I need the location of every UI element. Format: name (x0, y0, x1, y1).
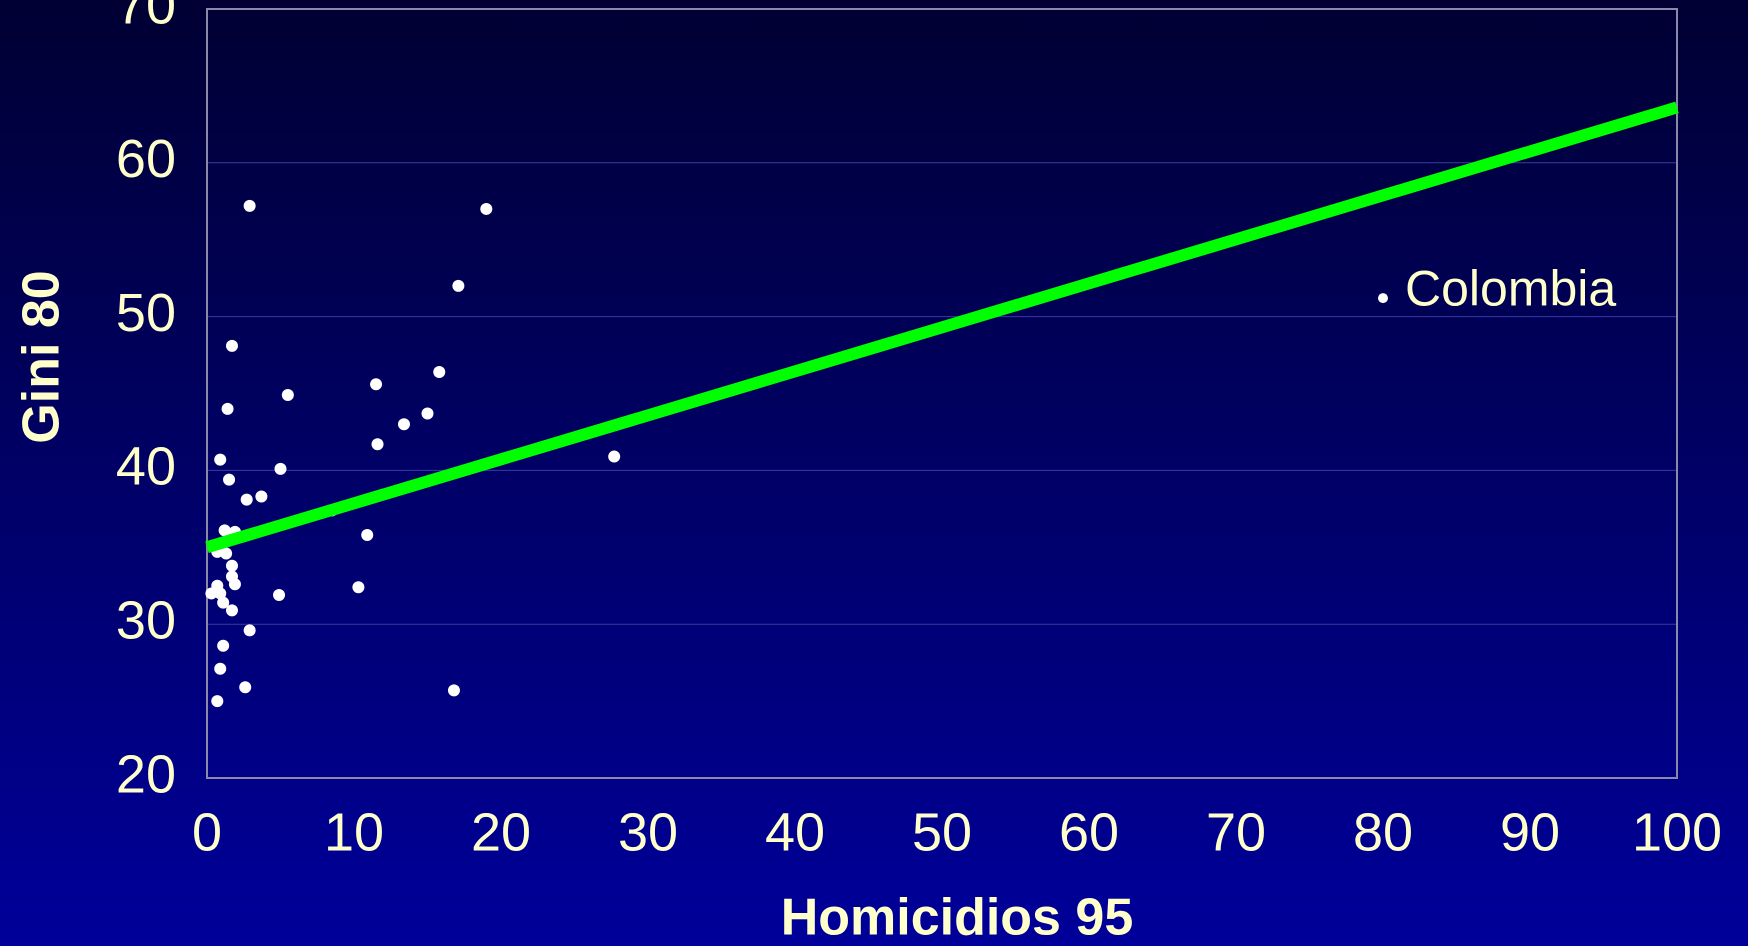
point (452, 279, 465, 292)
point (608, 450, 621, 463)
point (211, 695, 224, 708)
point (239, 681, 252, 694)
point (447, 684, 460, 697)
plot-frame (206, 8, 1678, 779)
point (352, 581, 365, 594)
point (228, 578, 241, 591)
point (243, 199, 256, 212)
point (217, 596, 230, 609)
point (243, 624, 256, 637)
x-tick-label: 60 (1059, 802, 1119, 862)
x-tick-label: 100 (1632, 802, 1722, 862)
trend-line (205, 101, 1679, 554)
point (370, 378, 383, 391)
point (273, 588, 286, 601)
point (221, 402, 234, 415)
annotation: Colombia (1405, 260, 1616, 316)
x-tick-label: 80 (1353, 802, 1413, 862)
y-axis-title: Gini 80 (13, 270, 71, 443)
point (480, 202, 493, 215)
point (225, 559, 238, 572)
x-tick-label: 90 (1500, 802, 1560, 862)
x-tick-label: 0 (192, 802, 222, 862)
y-tick-label: 50 (116, 283, 176, 343)
point (361, 528, 374, 541)
y-tick-label: 40 (116, 437, 176, 497)
point (217, 639, 230, 652)
y-tick-label: 30 (116, 590, 176, 650)
x-tick-label: 70 (1206, 802, 1266, 862)
point (205, 587, 218, 600)
point (225, 604, 238, 617)
point (220, 547, 233, 560)
point (240, 493, 253, 506)
x-tick-label: 50 (912, 802, 972, 862)
y-tick-label: 70 (116, 0, 176, 35)
point (255, 490, 268, 503)
annotated-point (1378, 293, 1388, 304)
point (274, 462, 287, 475)
y-tick-label: 20 (116, 744, 176, 804)
x-tick-label: 10 (324, 802, 384, 862)
point (421, 407, 434, 420)
point (281, 389, 294, 402)
x-axis-title: Homicidios 95 (781, 889, 1134, 946)
point (214, 587, 227, 600)
point (371, 438, 384, 451)
y-tick-label: 60 (116, 129, 176, 189)
x-tick-label: 30 (618, 802, 678, 862)
x-tick-label: 40 (765, 802, 825, 862)
point (397, 418, 410, 431)
point (214, 453, 227, 466)
point (223, 473, 236, 486)
point (214, 662, 227, 675)
point (218, 524, 231, 537)
point (433, 365, 446, 378)
point (225, 339, 238, 352)
x-tick-label: 20 (471, 802, 531, 862)
